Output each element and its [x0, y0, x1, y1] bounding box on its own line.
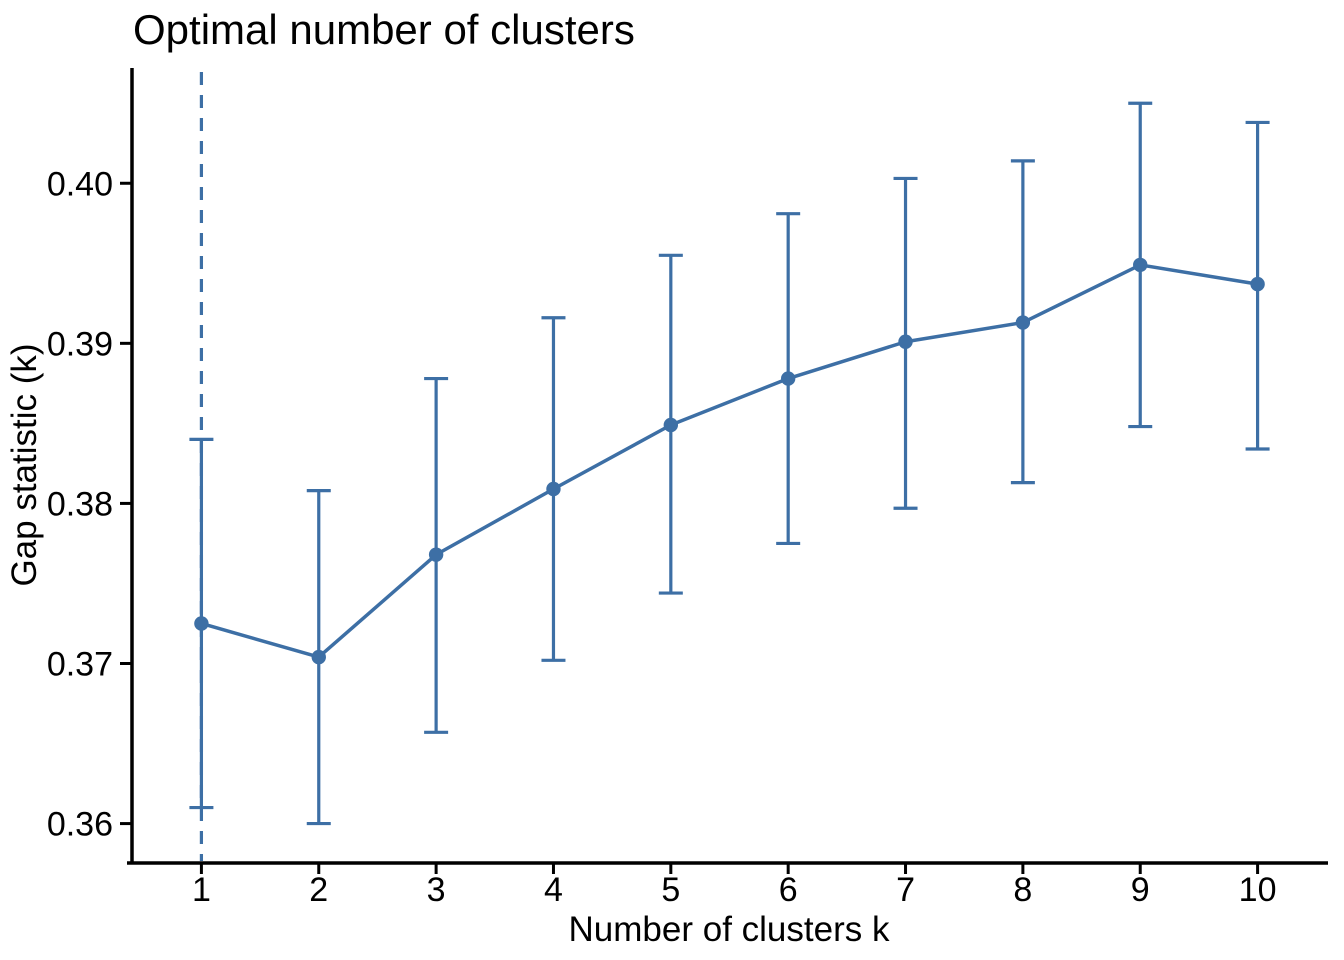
data-point: [898, 334, 913, 349]
data-point: [311, 649, 326, 665]
data-point: [1133, 257, 1148, 273]
x-tick-label: 3: [427, 871, 446, 909]
data-point: [663, 417, 679, 433]
x-tick-label: 10: [1239, 871, 1277, 909]
y-tick-label: 0.40: [47, 165, 113, 203]
y-tick-label: 0.37: [47, 646, 113, 684]
x-tick-label: 5: [661, 871, 680, 909]
x-tick-label: 7: [896, 871, 915, 909]
data-point: [1250, 276, 1265, 292]
x-axis-title: Number of clusters k: [569, 910, 890, 949]
data-point: [428, 547, 444, 562]
x-tick-label: 2: [309, 871, 328, 909]
data-point: [1015, 315, 1031, 330]
y-tick-label: 0.38: [47, 485, 113, 523]
data-point: [780, 371, 796, 386]
chart-title: Optimal number of clusters: [133, 6, 635, 53]
data-point: [194, 616, 209, 631]
x-tick-label: 8: [1013, 871, 1032, 909]
y-tick-label: 0.36: [47, 806, 113, 844]
data-point: [546, 481, 561, 497]
gap-statistic-line: [199, 263, 1260, 659]
x-tick-label: 9: [1131, 871, 1150, 909]
x-tick-label: 1: [192, 871, 211, 909]
x-tick-label: 4: [544, 871, 563, 909]
x-tick-label: 6: [779, 871, 798, 909]
y-tick-label: 0.39: [47, 325, 113, 363]
y-axis-title: Gap statistic (k): [5, 343, 44, 586]
